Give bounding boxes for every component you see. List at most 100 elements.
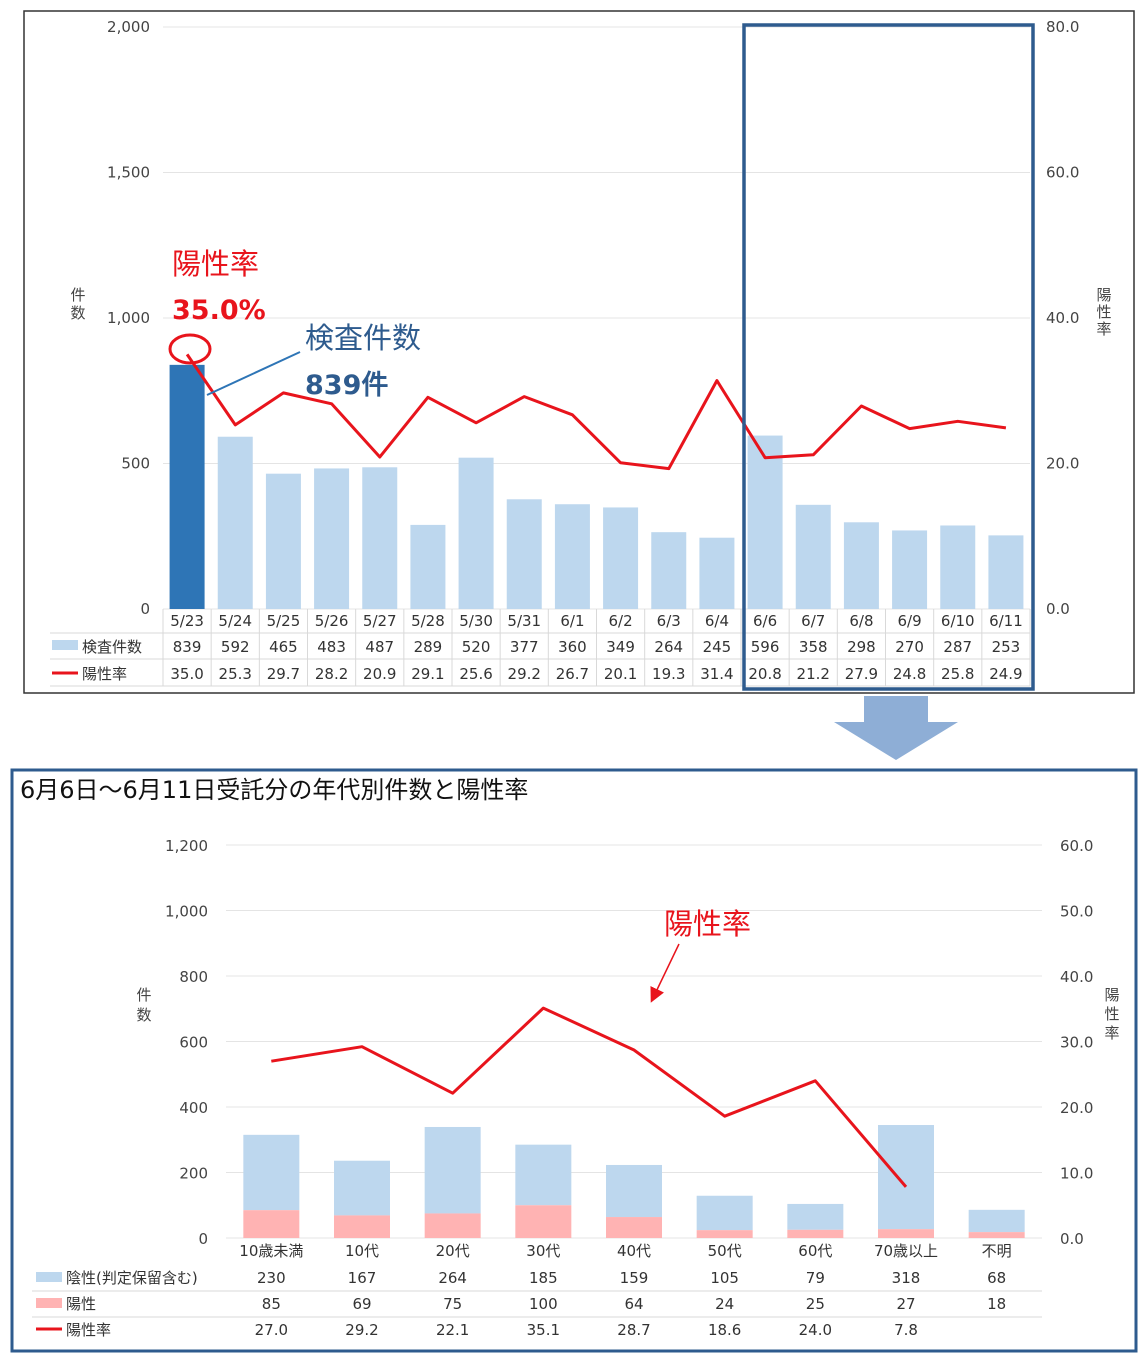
bottom-table-negative-cell: 68 (987, 1269, 1006, 1287)
bottom-table-rate-cell: 22.1 (436, 1321, 469, 1339)
bottom-y-tick-label: 600 (179, 1034, 208, 1052)
top-table-rate-cell: 20.9 (363, 665, 396, 683)
top-x-tick-label: 6/8 (849, 612, 873, 630)
bottom-x-tick-label: 20代 (436, 1242, 470, 1260)
annotation-leader-line (206, 351, 301, 396)
top-rate-series-line (185, 353, 1007, 471)
bottom-table-negative-cell: 159 (620, 1269, 649, 1287)
top-x-tick-label: 5/27 (363, 612, 397, 630)
bottom-table-rate-cell: 7.8 (894, 1321, 918, 1339)
bottom-table-negative-cell: 79 (806, 1269, 825, 1287)
bottom-table-positive-cell: 69 (352, 1295, 371, 1313)
top-x-tick-label: 6/11 (989, 612, 1023, 630)
top-table-count-cell: 377 (510, 638, 539, 656)
top-x-tick-label: 5/26 (315, 612, 349, 630)
bottom-chart-frame (10, 768, 1138, 1353)
top-table-rate-cell: 29.7 (267, 665, 300, 683)
top-x-tick-label: 5/23 (170, 612, 204, 630)
top-table-count-cell: 298 (847, 638, 876, 656)
top-x-tick-label: 5/31 (507, 612, 541, 630)
annotation-count-value: 839件 (305, 370, 388, 401)
top-x-tick-label: 6/4 (705, 612, 729, 630)
top-table-rate-cell: 27.9 (845, 665, 878, 683)
bottom-y2-tick-label: 50.0 (1060, 903, 1093, 921)
top-table-rate-cell: 19.3 (652, 665, 685, 683)
bottom-negative-bar (334, 1160, 390, 1216)
top-table-rate-cell: 35.0 (170, 665, 203, 683)
bottom-y2-tick-label: 20.0 (1060, 1099, 1093, 1117)
top-table-count-cell: 360 (558, 638, 587, 656)
top-x-tick-label: 6/3 (657, 612, 681, 630)
annotation-count-title: 検査件数 (305, 321, 421, 355)
bottom-legend-negative-label: 陰性(判定保留含む) (66, 1269, 198, 1287)
bottom-y-tick-label: 800 (179, 968, 208, 986)
bottom-negative-bar (424, 1126, 481, 1214)
top-table-count-cell: 487 (365, 638, 394, 656)
top-table-rate-cell: 24.8 (893, 665, 926, 683)
top-table-rate-cell: 31.4 (700, 665, 733, 683)
bottom-y2-tick-label: 30.0 (1060, 1034, 1093, 1052)
top-table-rate-cell: 25.6 (459, 665, 492, 683)
top-count-bar (314, 468, 350, 609)
top-table-rate-cell: 29.2 (508, 665, 541, 683)
top-x-tick-label: 6/2 (609, 612, 633, 630)
top-table-count-cell: 592 (221, 638, 250, 656)
top-y-tick-label: 1,500 (107, 164, 150, 182)
bottom-negative-bar (696, 1195, 753, 1231)
bottom-table-rate-cell: 29.2 (345, 1321, 378, 1339)
bottom-positive-bar (515, 1205, 572, 1238)
bottom-y2-tick-label: 40.0 (1060, 968, 1093, 986)
top-x-tick-label: 6/10 (941, 612, 975, 630)
top-x-tick-label: 6/7 (801, 612, 825, 630)
top-table-count-cell: 349 (606, 638, 635, 656)
top-x-tick-label: 5/24 (218, 612, 252, 630)
bottom-bars (243, 1125, 1025, 1238)
bottom-y2-tick-label: 60.0 (1060, 837, 1093, 855)
top-table-rate-cell: 25.8 (941, 665, 974, 683)
top-x-tick-label: 6/9 (898, 612, 922, 630)
bottom-rate-series-line (271, 1006, 908, 1188)
bottom-x-tick-label: 70歳以上 (874, 1242, 938, 1260)
bottom-table-positive-cell: 85 (262, 1295, 281, 1313)
top-y2-tick-label: 20.0 (1046, 455, 1079, 473)
bottom-x-tick-label: 10代 (345, 1242, 379, 1260)
bottom-y-tick-label: 400 (179, 1099, 208, 1117)
bottom-x-tick-label: 10歳未満 (239, 1242, 303, 1260)
top-table-count-cell: 287 (943, 638, 972, 656)
top-y-tick-label: 0 (140, 600, 150, 618)
top-table-count-cell: 596 (751, 638, 780, 656)
bottom-x-tick-label: 50代 (708, 1242, 742, 1260)
top-count-bar (169, 364, 205, 609)
bottom-legend-line-label: 陽性率 (66, 1321, 111, 1339)
top-count-bar (265, 473, 301, 609)
bottom-table-positive-cell: 27 (896, 1295, 915, 1313)
bottom-y2-tick-label: 0.0 (1060, 1230, 1084, 1248)
top-table-rate-cell: 26.7 (556, 665, 589, 683)
top-y2-tick-label: 60.0 (1046, 164, 1079, 182)
bottom-table-positive-cell: 75 (443, 1295, 462, 1313)
bottom-chart-title: 6月6日～6月11日受託分の年代別件数と陽性率 (20, 776, 528, 804)
top-y-tick-label: 2,000 (107, 18, 150, 36)
bottom-table-negative-cell: 318 (892, 1269, 921, 1287)
top-y-tick-label: 500 (121, 455, 150, 473)
bottom-table-rate-cell: 18.6 (708, 1321, 741, 1339)
bottom-table-positive-cell: 24 (715, 1295, 734, 1313)
bottom-table-negative-cell: 167 (348, 1269, 377, 1287)
bottom-x-tick-label: 40代 (617, 1242, 651, 1260)
bottom-negative-bar (515, 1144, 572, 1206)
top-table-count-cell: 358 (799, 638, 828, 656)
top-count-bar (795, 504, 831, 609)
top-x-tick-label: 6/6 (753, 612, 777, 630)
down-arrow (834, 696, 958, 760)
top-table-count-cell: 245 (703, 638, 732, 656)
bottom-positive-bar (606, 1217, 662, 1238)
bottom-x-tick-label: 不明 (982, 1242, 1012, 1260)
top-left-axis-label: 件数 (70, 286, 85, 322)
bottom-positive-bar (243, 1210, 300, 1238)
top-count-bar (458, 457, 494, 609)
top-count-bar (506, 499, 542, 609)
bottom-x-tick-label: 30代 (526, 1242, 560, 1260)
bottom-table-negative-cell: 185 (529, 1269, 558, 1287)
